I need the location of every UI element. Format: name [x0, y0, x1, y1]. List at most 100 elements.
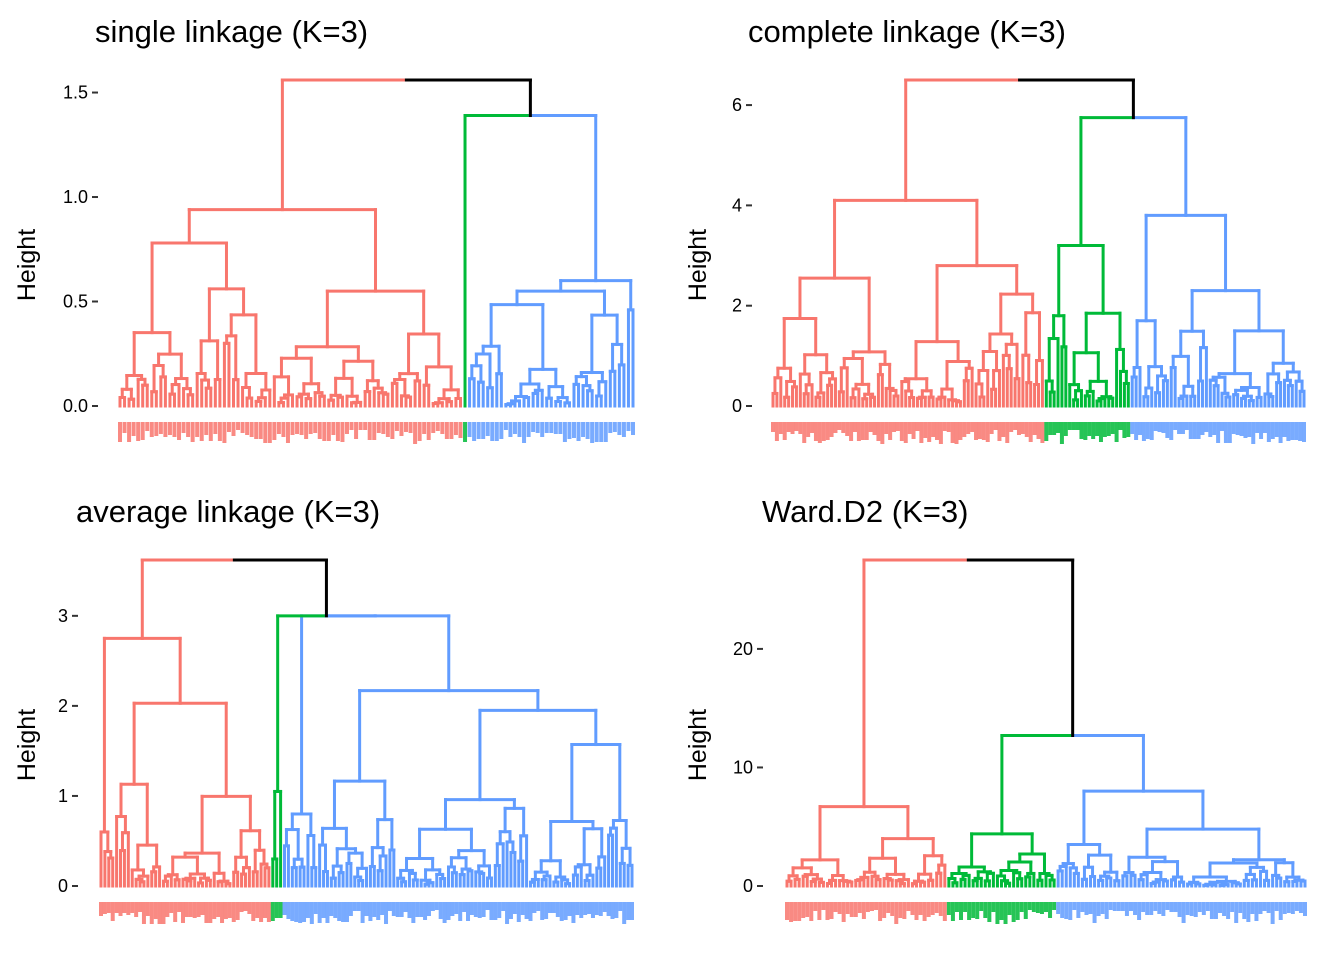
leaf-label-mark — [934, 422, 939, 440]
leaf-label-mark — [1149, 902, 1154, 915]
y-tick-label: 0 — [58, 876, 68, 896]
cluster-2 — [1044, 244, 1131, 444]
leaf-label-mark — [918, 902, 923, 915]
leaf-label-mark — [422, 422, 427, 434]
leaf-label-mark — [979, 902, 984, 911]
upper-merges — [904, 78, 1188, 248]
cluster-2 — [270, 789, 283, 921]
leaf-label-mark — [1126, 422, 1131, 437]
leaf-label-mark — [845, 422, 850, 436]
leaf-label-mark — [856, 422, 861, 441]
leaf-label-mark — [1173, 422, 1178, 430]
leaf-label-mark — [606, 902, 611, 916]
leaf-label-mark — [477, 902, 482, 918]
leaf-label-mark — [177, 902, 182, 912]
leaf-label-mark — [231, 902, 236, 922]
leaf-label-mark — [463, 422, 468, 442]
leaf-label-mark — [895, 422, 900, 431]
leaf-label-mark — [1114, 422, 1119, 442]
leaf-label-mark — [1005, 422, 1010, 443]
cluster-1 — [771, 198, 1045, 444]
leaf-label-mark — [1145, 422, 1150, 439]
leaf-label-mark — [1201, 902, 1206, 915]
leaf-label-mark — [413, 422, 418, 444]
leaf-label-mark — [1134, 422, 1139, 440]
leaf-label-mark — [919, 422, 924, 443]
leaf-label-mark — [204, 902, 209, 923]
leaf-label-mark — [1286, 902, 1291, 913]
leaf-label-mark — [1007, 902, 1012, 915]
leaf-label-mark — [360, 902, 365, 923]
leaf-label-mark — [298, 902, 303, 923]
leaf-label-mark — [1153, 422, 1158, 431]
leaf-label-mark — [849, 902, 854, 917]
leaf-label-mark — [1254, 902, 1259, 921]
leaf-label-mark — [240, 422, 245, 433]
leaf-label-mark — [131, 422, 136, 436]
leaf-label-mark — [157, 902, 162, 924]
leaf-label-mark — [938, 902, 943, 916]
leaf-label-mark — [333, 902, 338, 918]
leaf-label-mark — [1230, 902, 1235, 912]
leaf-label-mark — [1088, 902, 1093, 914]
leaf-label-mark — [340, 422, 345, 442]
panel-title: average linkage (K=3) — [76, 494, 380, 529]
leaf-label-mark — [485, 902, 490, 910]
leaf-label-mark — [431, 422, 436, 433]
leaf-label-mark — [391, 902, 396, 916]
leaf-label-mark — [1040, 422, 1045, 443]
leaf-label-mark — [387, 902, 392, 911]
leaf-label-mark — [888, 422, 893, 440]
leaf-label-mark — [255, 902, 260, 918]
leaf-label-mark — [364, 902, 369, 916]
leaf-label-mark — [1133, 902, 1138, 915]
leaf-label-mark — [914, 902, 919, 920]
leaf-label-mark — [970, 422, 975, 432]
y-tick-label: 4 — [732, 195, 742, 215]
cluster-1 — [118, 208, 463, 444]
leaf-label-mark — [1181, 902, 1186, 923]
leaf-label-mark — [169, 902, 174, 913]
leaf-label-mark — [466, 902, 471, 921]
leaf-label-mark — [1130, 422, 1135, 434]
leaf-label-mark — [1075, 422, 1080, 430]
leaf-label-mark — [1239, 422, 1244, 436]
leaf-label-mark — [1028, 422, 1033, 442]
leaf-label-mark — [262, 902, 267, 918]
leaf-label-mark — [158, 422, 163, 434]
leaf-label-mark — [508, 422, 513, 437]
leaf-label-mark — [186, 422, 191, 437]
leaf-label-mark — [1192, 422, 1197, 439]
leaf-label-mark — [1032, 422, 1037, 435]
y-tick-label: 6 — [732, 95, 742, 115]
leaf-label-mark — [950, 902, 955, 921]
leaf-label-mark — [263, 422, 268, 443]
leaf-label-mark — [1138, 422, 1143, 435]
leaf-label-mark — [173, 902, 178, 922]
leaf-label-mark — [208, 422, 213, 441]
y-tick-label: 2 — [58, 696, 68, 716]
leaf-label-mark — [317, 422, 322, 439]
leaf-label-mark — [368, 902, 373, 921]
leaf-label-mark — [294, 902, 299, 922]
leaf-label-mark — [524, 902, 529, 919]
leaf-label-mark — [1223, 422, 1228, 443]
leaf-label-mark — [1222, 902, 1227, 916]
leaf-label-mark — [1196, 422, 1201, 439]
leaf-label-mark — [563, 902, 568, 920]
leaf-label-mark — [302, 902, 307, 922]
leaf-label-mark — [1266, 422, 1271, 442]
leaf-label-mark — [1048, 902, 1053, 918]
leaf-label-mark — [1262, 902, 1267, 911]
leaf-label-mark — [1035, 902, 1040, 913]
leaf-label-mark — [1116, 902, 1121, 911]
leaf-label-mark — [180, 902, 185, 923]
y-tick-label: 1.0 — [63, 187, 88, 207]
leaf-label-mark — [490, 422, 495, 441]
leaf-label-mark — [544, 422, 549, 433]
panel-ward-d2: Ward.D2 (K=3) Height 0 10 20 — [684, 494, 1307, 924]
leaf-label-mark — [785, 902, 789, 920]
leaf-label-mark — [821, 902, 826, 910]
leaf-label-mark — [549, 422, 554, 433]
leaf-label-mark — [1234, 902, 1239, 923]
